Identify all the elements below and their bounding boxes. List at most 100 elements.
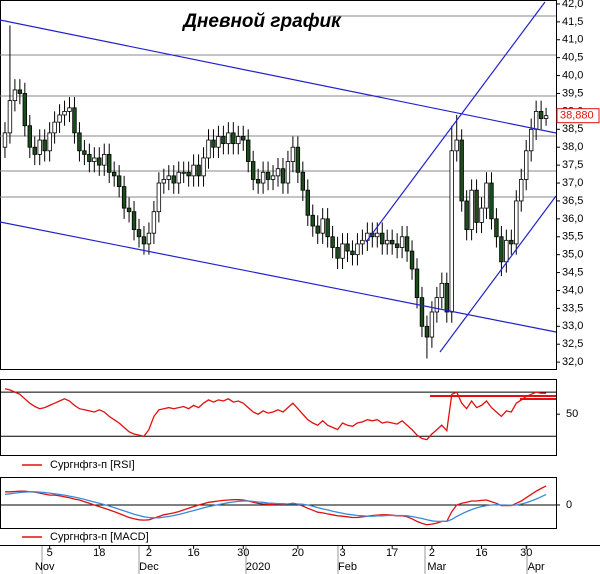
candle-body bbox=[250, 161, 256, 180]
candle-body bbox=[414, 268, 420, 299]
x-tick-label: 16 bbox=[187, 547, 199, 559]
candle-body bbox=[340, 243, 345, 259]
x-tick-label: 30 bbox=[237, 547, 249, 559]
month-label: Apr bbox=[528, 561, 545, 573]
candle-body bbox=[350, 250, 355, 256]
candle-body bbox=[27, 125, 32, 148]
chart-title: Дневной график bbox=[181, 11, 342, 32]
y-tick-label: 34,5 bbox=[562, 266, 583, 278]
candle-body bbox=[320, 218, 325, 234]
candle-body bbox=[295, 146, 301, 173]
candle-body bbox=[92, 157, 97, 162]
candle-body bbox=[444, 282, 449, 313]
candle-body bbox=[275, 168, 281, 177]
month-label: 2020 bbox=[246, 561, 270, 573]
y-tick-label: 0 bbox=[566, 499, 572, 511]
month-label: Feb bbox=[338, 561, 357, 573]
candle-body bbox=[439, 282, 445, 299]
candle-body bbox=[211, 139, 216, 148]
x-tick-label: 2 bbox=[429, 547, 435, 559]
y-tick-label: 41,0 bbox=[562, 34, 583, 46]
month-separators bbox=[41, 546, 528, 574]
y-tick-label: 40,0 bbox=[562, 69, 583, 81]
candle-body bbox=[424, 325, 430, 338]
candle-body bbox=[136, 229, 142, 238]
candle-body bbox=[126, 207, 132, 213]
x-tick-label: 18 bbox=[93, 547, 105, 559]
candle-body bbox=[538, 110, 544, 119]
candle-body bbox=[236, 136, 241, 145]
candle-body bbox=[72, 107, 77, 134]
candle-body bbox=[186, 171, 191, 177]
candle-body bbox=[484, 182, 489, 209]
x-tick-label: 3 bbox=[339, 547, 345, 559]
candle-body bbox=[504, 239, 509, 263]
candle-body bbox=[464, 200, 469, 230]
rsi-annotation bbox=[430, 395, 556, 400]
candle-body bbox=[206, 139, 211, 159]
candle-body bbox=[315, 225, 320, 234]
candle-body bbox=[409, 250, 415, 270]
last-price-box bbox=[556, 108, 600, 124]
candle-body bbox=[57, 114, 62, 123]
candle-body bbox=[2, 132, 8, 148]
candle-body bbox=[459, 139, 464, 202]
x-tick-label: 2 bbox=[146, 547, 152, 559]
candle-body bbox=[489, 182, 494, 220]
candle-body bbox=[111, 171, 117, 177]
x-tick-label: 16 bbox=[475, 547, 487, 559]
candle-body bbox=[176, 171, 181, 184]
candle-body bbox=[52, 121, 57, 134]
candle-body bbox=[355, 243, 360, 256]
candle-body bbox=[330, 236, 335, 248]
candle-body bbox=[42, 139, 47, 152]
candle-body bbox=[231, 132, 236, 145]
trend-lines bbox=[0, 1, 557, 353]
x-tick-label: 20 bbox=[292, 547, 304, 559]
y-tick-label: 32,5 bbox=[562, 338, 583, 350]
candle-body bbox=[265, 171, 271, 180]
candle-body bbox=[191, 164, 196, 177]
candle-body bbox=[454, 139, 459, 152]
candle-body bbox=[171, 175, 176, 184]
candle-body bbox=[290, 146, 296, 162]
y-tick-label: 32,0 bbox=[562, 356, 583, 368]
candle-body bbox=[325, 218, 330, 238]
candle-body bbox=[404, 236, 410, 252]
candle-body bbox=[77, 132, 82, 152]
y-tick-label: 33,5 bbox=[562, 302, 583, 314]
candle-body bbox=[479, 207, 484, 223]
candle-body bbox=[310, 214, 315, 227]
month-label: Mar bbox=[427, 561, 446, 573]
candle-body bbox=[255, 179, 261, 184]
candle-body bbox=[116, 175, 122, 188]
y-tick-label: 35,5 bbox=[562, 231, 583, 243]
candle-body bbox=[12, 89, 18, 102]
candle-body bbox=[146, 232, 152, 245]
candle-body bbox=[82, 150, 87, 155]
legend-label: Сургнфгз-п [RSI] bbox=[50, 459, 135, 471]
candle-body bbox=[389, 239, 395, 245]
candle-body bbox=[469, 189, 474, 230]
last-price-label: 38,880 bbox=[560, 110, 594, 122]
candle-body bbox=[47, 132, 52, 152]
candle-body bbox=[107, 153, 112, 173]
candle-body bbox=[156, 182, 162, 213]
candle-body bbox=[7, 100, 13, 134]
candle-body bbox=[509, 239, 514, 245]
candle-body bbox=[67, 107, 72, 112]
macd-panel bbox=[0, 477, 557, 529]
candle-body bbox=[399, 236, 405, 248]
x-tick-label: 5 bbox=[47, 547, 53, 559]
candle-body bbox=[419, 297, 425, 327]
candle-body bbox=[141, 236, 147, 245]
candle-body bbox=[543, 115, 549, 119]
candle-body bbox=[32, 146, 37, 155]
candle-body bbox=[97, 157, 102, 166]
candle-body bbox=[514, 200, 519, 245]
y-tick-label: 38,0 bbox=[562, 141, 583, 153]
y-tick-label: 33,0 bbox=[562, 320, 583, 332]
legend-label: Сургнфгз-п [MACD] bbox=[50, 531, 149, 543]
candle-body bbox=[260, 171, 266, 184]
y-tick-label: 36,0 bbox=[562, 213, 583, 225]
